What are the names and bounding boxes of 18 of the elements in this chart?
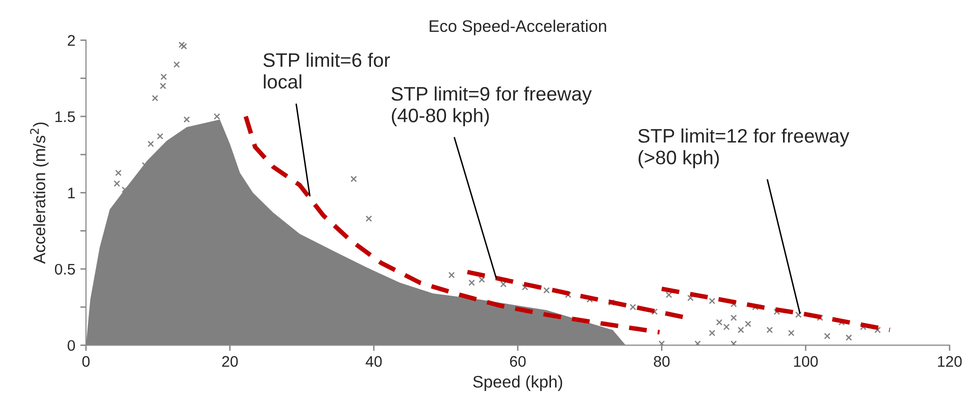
x-tick-label: 100 — [794, 356, 818, 367]
x-tick-label: 60 — [510, 356, 526, 367]
y-tick-label: 0.5 — [54, 264, 75, 275]
x-tick-label: 20 — [222, 356, 238, 367]
annotation: STP limit=12 for freeway (>80 kph) — [638, 128, 850, 168]
x-tick-label: 0 — [82, 356, 90, 367]
y-tick-label: 1 — [68, 188, 75, 198]
annotation: STP limit=9 for freeway (40-80 kph) — [392, 86, 592, 126]
y-tick-label: 0 — [68, 340, 75, 351]
annotation: STP limit=6 for local — [263, 52, 390, 89]
y-axis-title: Acceleration (m/s$^{2}$) — [30, 122, 49, 264]
chart-title: Eco Speed-Acceleration — [430, 20, 606, 36]
y-tick-label: 1.5 — [55, 111, 75, 122]
x-tick-label: 40 — [366, 356, 382, 367]
y-tick-label: 2 — [68, 35, 75, 46]
x-axis-title: Speed (kph) — [473, 375, 562, 391]
x-tick-label: 120 — [938, 356, 962, 367]
x-tick-label: 80 — [654, 356, 670, 367]
